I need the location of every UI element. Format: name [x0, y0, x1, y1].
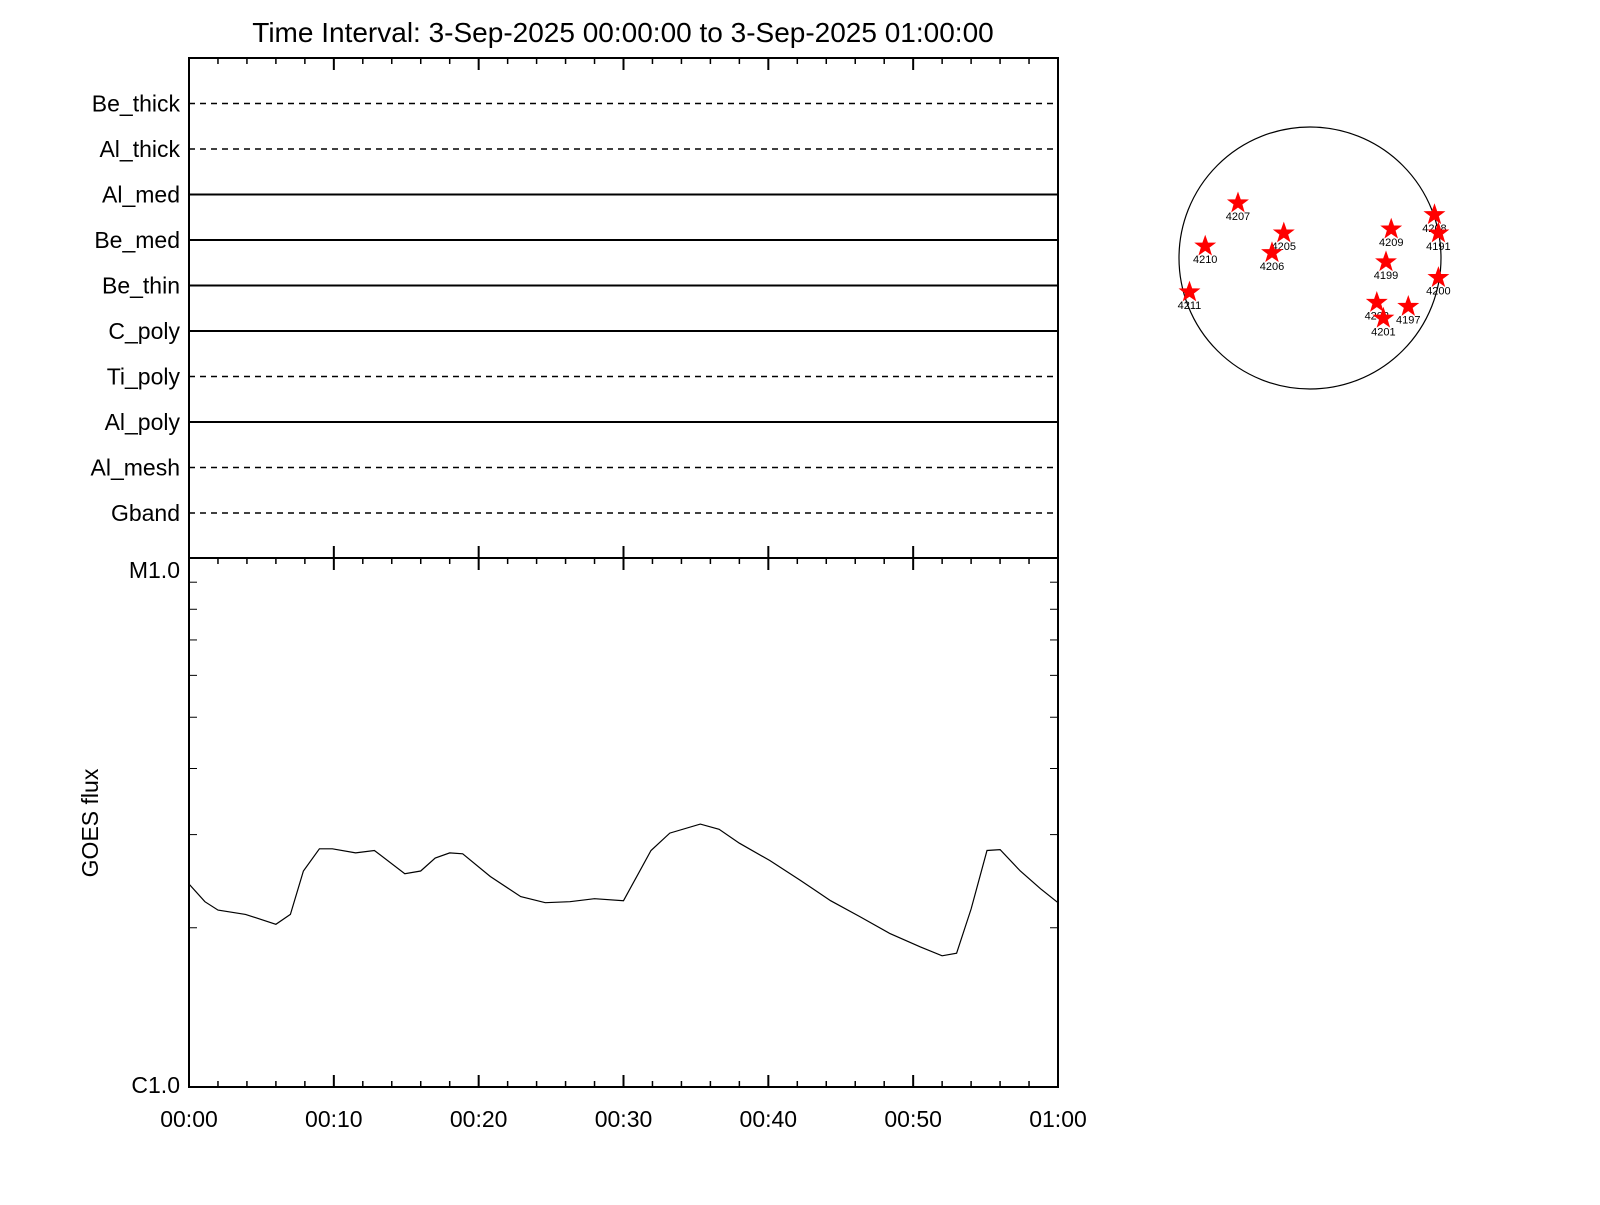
- x-tick-label: 00:30: [595, 1106, 653, 1132]
- lane-label: Be_thin: [102, 273, 180, 299]
- lane-label: Be_thick: [92, 91, 181, 117]
- x-tick-label: 00:10: [305, 1106, 363, 1132]
- x-tick-label: 00:00: [160, 1106, 218, 1132]
- region-star: [1427, 266, 1450, 287]
- region-label: 4210: [1193, 254, 1217, 266]
- lane-label: Al_poly: [105, 409, 181, 435]
- region-star: [1375, 250, 1397, 272]
- x-tick-label: 00:40: [740, 1106, 798, 1132]
- region-label: 4200: [1426, 286, 1450, 298]
- solar-disc: [1178, 126, 1442, 390]
- region-label: 4201: [1371, 326, 1395, 338]
- y-tick-label: C1.0: [131, 1072, 180, 1098]
- chart-title: Time Interval: 3-Sep-2025 00:00:00 to 3-…: [252, 17, 993, 48]
- region-label: 4211: [1178, 300, 1202, 312]
- region-star: [1261, 241, 1283, 263]
- region-star: [1427, 221, 1450, 243]
- lane-label: Ti_poly: [107, 364, 181, 390]
- region-star: [1397, 294, 1420, 316]
- y-axis-label: GOES flux: [77, 768, 103, 877]
- region-star: [1178, 280, 1201, 302]
- region-label: 4191: [1426, 241, 1450, 253]
- region-star: [1372, 306, 1395, 328]
- x-tick-label: 01:00: [1029, 1106, 1087, 1132]
- region-label: 4209: [1379, 237, 1403, 249]
- lane-label: Al_med: [102, 182, 180, 208]
- lane-label: Al_thick: [99, 136, 180, 162]
- region-star: [1226, 191, 1249, 213]
- region-label: 4199: [1374, 270, 1398, 282]
- region-label: 4207: [1226, 211, 1250, 223]
- lane-label: Al_mesh: [91, 455, 180, 481]
- region-star: [1380, 217, 1403, 239]
- y-tick-label: M1.0: [129, 557, 180, 583]
- goes-flux-line: [188, 823, 1059, 957]
- lane-label: C_poly: [108, 318, 180, 344]
- region-label: 4206: [1260, 261, 1284, 273]
- x-tick-label: 00:20: [450, 1106, 508, 1132]
- lane-label: Gband: [111, 500, 180, 526]
- region-star: [1365, 290, 1388, 312]
- region-star: [1194, 234, 1217, 256]
- lane-label: Be_med: [94, 227, 180, 253]
- region-star: [1423, 203, 1446, 225]
- region-label: 4197: [1396, 314, 1420, 326]
- region-star: [1272, 221, 1295, 243]
- x-tick-label: 00:50: [884, 1106, 942, 1132]
